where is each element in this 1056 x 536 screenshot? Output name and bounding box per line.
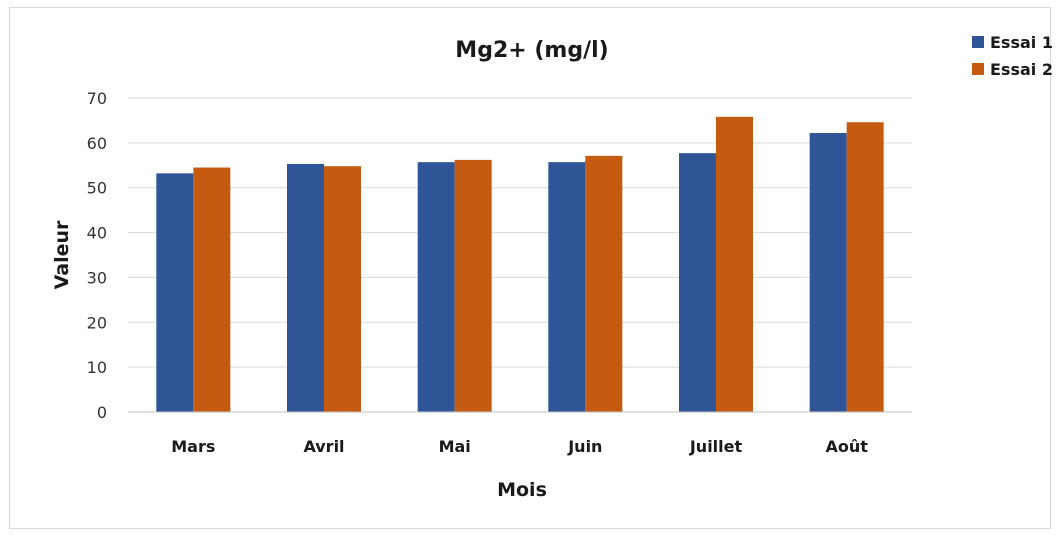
x-tick-label: Août bbox=[825, 437, 868, 456]
y-tick-label: 0 bbox=[97, 403, 107, 422]
bar-essai-2-2 bbox=[454, 159, 492, 412]
chart-title: Mg2+ (mg/l) bbox=[455, 38, 608, 63]
bar-essai-1-5 bbox=[809, 132, 847, 412]
x-tick-label: Juillet bbox=[689, 437, 743, 456]
bars bbox=[156, 116, 884, 413]
bar-essai-1-3 bbox=[548, 162, 586, 412]
y-tick-label: 30 bbox=[87, 268, 107, 287]
y-tick-labels: 0 10 20 30 40 50 60 70 bbox=[87, 89, 107, 422]
bar-essai-2-0 bbox=[193, 167, 231, 412]
y-tick-label: 60 bbox=[87, 134, 107, 153]
gridlines bbox=[128, 97, 912, 368]
y-tick-label: 50 bbox=[87, 179, 107, 198]
x-axis-title: Mois bbox=[497, 479, 547, 501]
x-tick-label: Juin bbox=[567, 437, 602, 456]
bar-essai-1-0 bbox=[156, 173, 194, 412]
y-tick-label: 10 bbox=[87, 358, 107, 377]
legend-swatch bbox=[972, 63, 984, 75]
legend-label: Essai 2 bbox=[990, 60, 1053, 79]
bar-essai-1-4 bbox=[679, 153, 716, 412]
bar-essai-2-3 bbox=[585, 155, 623, 412]
bar-essai-2-4 bbox=[716, 116, 753, 412]
legend-swatch bbox=[972, 36, 984, 48]
y-tick-label: 20 bbox=[87, 313, 107, 332]
x-tick-label: Mars bbox=[171, 437, 215, 456]
x-tick-labels: Mars Avril Mai Juin Juillet Août bbox=[171, 437, 868, 456]
bar-essai-1-2 bbox=[417, 162, 455, 412]
y-axis-title: Valeur bbox=[51, 220, 73, 289]
x-tick-label: Mai bbox=[439, 437, 471, 456]
y-tick-label: 70 bbox=[87, 89, 107, 108]
bar-essai-2-1 bbox=[324, 166, 361, 412]
bar-essai-2-5 bbox=[846, 122, 884, 413]
x-tick-label: Avril bbox=[303, 437, 344, 456]
legend-label: Essai 1 bbox=[990, 33, 1053, 52]
bar-essai-1-1 bbox=[287, 163, 324, 412]
legend: Essai 1 Essai 2 bbox=[972, 33, 1053, 79]
y-tick-label: 40 bbox=[87, 224, 107, 243]
